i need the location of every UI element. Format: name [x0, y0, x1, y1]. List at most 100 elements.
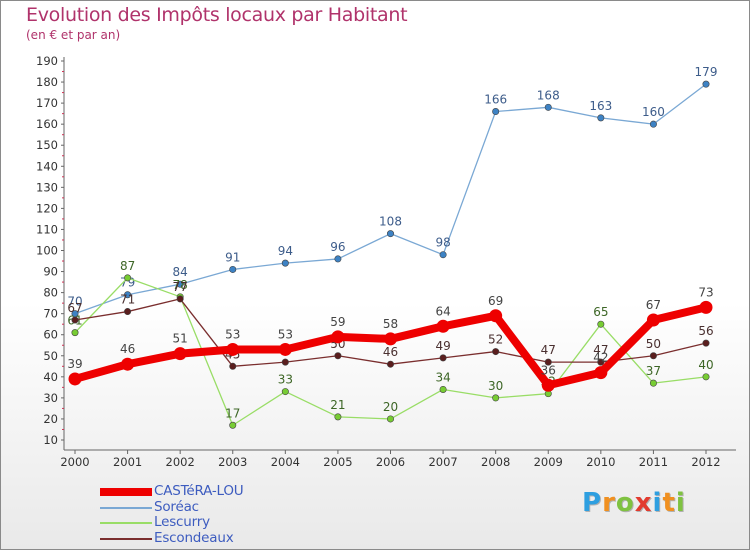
data-point: [439, 354, 447, 362]
logo-letter: i: [652, 488, 663, 518]
x-tick-label: 2000: [60, 455, 89, 469]
logo-letter: r: [602, 488, 616, 518]
data-point: [281, 358, 289, 366]
x-tick-label: 2008: [481, 455, 510, 469]
legend-swatch: [100, 506, 152, 509]
legend-label: Escondeaux: [154, 529, 234, 546]
data-point: [544, 358, 552, 366]
x-tick-label: 2003: [218, 455, 247, 469]
data-label: 21: [330, 398, 345, 412]
y-tick-label: 10: [43, 433, 58, 447]
data-label: 58: [383, 317, 398, 331]
data-point: [386, 360, 394, 368]
data-label: 70: [67, 295, 82, 309]
data-label: 52: [488, 333, 503, 347]
data-label: 40: [698, 358, 713, 372]
legend-label: CASTéRA-LOU: [154, 483, 244, 499]
data-label: 166: [484, 93, 507, 107]
data-label: 91: [225, 250, 240, 264]
x-tick-label: 2006: [376, 455, 405, 469]
data-label: 59: [330, 315, 345, 329]
data-point: [646, 313, 660, 327]
data-point: [597, 114, 605, 122]
proxiti-logo: Proxiti: [582, 488, 686, 518]
legend-swatch: [100, 522, 152, 524]
data-label: 39: [67, 357, 82, 371]
data-label: 33: [278, 373, 293, 387]
legend-label: Soréac: [154, 498, 199, 515]
data-point: [649, 120, 657, 128]
data-label: 69: [488, 294, 503, 308]
data-point: [121, 357, 135, 371]
data-label: 168: [537, 88, 560, 102]
data-point: [439, 251, 447, 259]
data-label: 42: [593, 351, 608, 365]
y-tick-label: 120: [36, 201, 58, 215]
data-point: [229, 265, 237, 273]
y-tick-label: 70: [43, 307, 58, 321]
y-tick-label: 90: [43, 265, 58, 279]
data-point: [541, 378, 555, 392]
x-tick-label: 2011: [639, 455, 668, 469]
data-label: 46: [383, 345, 398, 359]
data-point: [124, 291, 132, 299]
data-point: [334, 352, 342, 360]
data-label: 96: [330, 240, 345, 254]
data-point: [331, 330, 345, 344]
logo-letter: t: [662, 488, 676, 518]
data-label: 65: [593, 305, 608, 319]
data-point: [281, 259, 289, 267]
y-tick-label: 30: [43, 391, 58, 405]
data-label: 160: [642, 105, 665, 119]
data-label: 47: [541, 343, 556, 357]
data-point: [229, 362, 237, 370]
data-point: [702, 373, 710, 381]
data-label: 73: [698, 285, 713, 299]
data-point: [699, 300, 713, 314]
y-tick-label: 130: [36, 180, 58, 194]
data-point: [597, 320, 605, 328]
x-tick-label: 2001: [113, 455, 142, 469]
data-point: [702, 339, 710, 347]
data-label: 30: [488, 379, 503, 393]
data-label: 94: [278, 244, 293, 258]
data-label: 67: [646, 298, 661, 312]
data-label: 163: [589, 99, 612, 113]
data-label: 56: [698, 324, 713, 338]
y-tick-label: 160: [36, 117, 58, 131]
data-point: [492, 394, 500, 402]
data-point: [436, 319, 450, 333]
y-tick-label: 110: [36, 222, 58, 236]
data-point: [439, 385, 447, 393]
data-point: [173, 347, 187, 361]
logo-letter: x: [634, 488, 653, 518]
logo-letter: o: [615, 488, 635, 518]
data-point: [649, 379, 657, 387]
data-point: [594, 366, 608, 380]
y-tick-label: 140: [36, 159, 58, 173]
data-point: [71, 329, 79, 337]
y-tick-label: 180: [36, 75, 58, 89]
legend-swatch: [100, 488, 152, 496]
y-tick-label: 150: [36, 138, 58, 152]
data-point: [386, 415, 394, 423]
data-point: [281, 388, 289, 396]
data-label: 50: [646, 337, 661, 351]
data-point: [489, 309, 503, 323]
data-label: 49: [435, 339, 450, 353]
x-tick-label: 2012: [691, 455, 720, 469]
x-tick-label: 2005: [323, 455, 352, 469]
data-label: 108: [379, 215, 402, 229]
data-point: [702, 80, 710, 88]
y-tick-label: 100: [36, 244, 58, 258]
data-point: [176, 295, 184, 303]
logo-letter: P: [582, 488, 603, 518]
data-label: 77: [173, 280, 188, 294]
y-tick-label: 170: [36, 96, 58, 110]
data-point: [229, 421, 237, 429]
y-tick-label: 80: [43, 286, 58, 300]
series-line-1: [74, 83, 707, 315]
x-tick-label: 2010: [586, 455, 615, 469]
data-label: 78: [173, 278, 188, 292]
data-point: [226, 342, 240, 356]
